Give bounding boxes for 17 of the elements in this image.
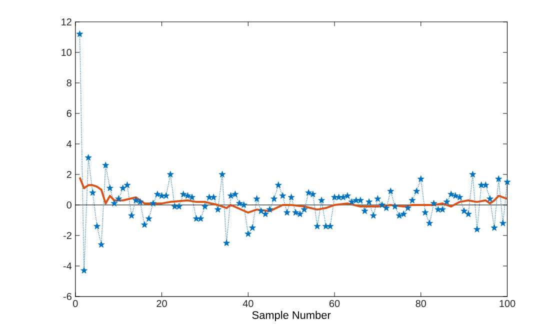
y-tick-label: -2	[63, 232, 72, 239]
x-tick-label: 0	[73, 300, 78, 307]
y-tick-label: 0	[66, 201, 72, 208]
y-tick-label: 12	[62, 18, 72, 26]
y-tick-label: 8	[66, 79, 72, 86]
x-tick-label: 40	[242, 300, 254, 307]
y-tick-label: 2	[66, 170, 72, 178]
y-tick-label: -4	[63, 262, 72, 270]
y-tick-label: 4	[66, 140, 72, 148]
x-tick-label: 80	[416, 300, 426, 307]
x-tick-label: 20	[156, 300, 167, 307]
y-tick-label: 6	[66, 110, 72, 117]
y-tick-label: -6	[63, 292, 72, 300]
y-tick-label: 10	[62, 48, 72, 56]
x-tick-label: 60	[329, 300, 340, 307]
x-axis-title: Sample Number	[252, 310, 331, 321]
x-tick-label: 100	[500, 300, 516, 307]
